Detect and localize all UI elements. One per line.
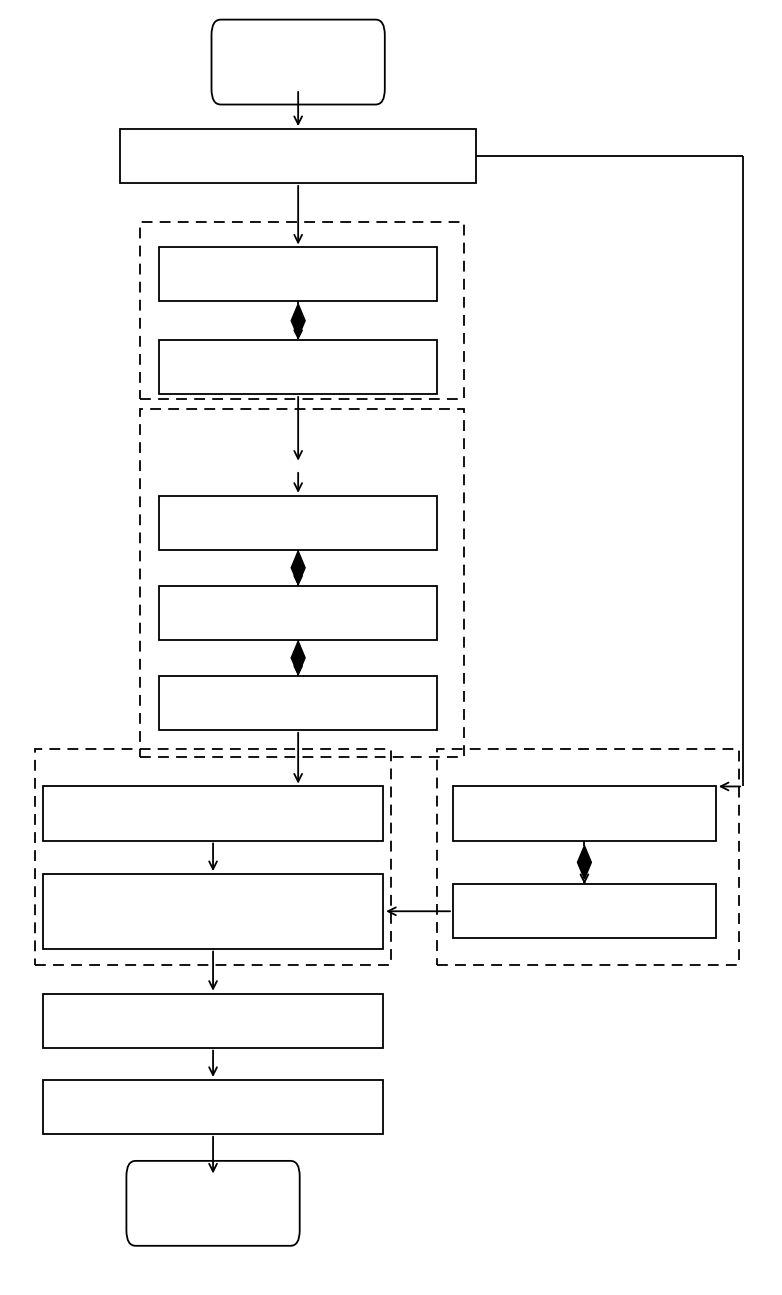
- Bar: [139, 409, 465, 756]
- Bar: [35, 749, 391, 965]
- FancyBboxPatch shape: [127, 1160, 300, 1246]
- Polygon shape: [291, 550, 305, 584]
- Polygon shape: [291, 304, 305, 338]
- Polygon shape: [291, 641, 305, 675]
- FancyBboxPatch shape: [159, 341, 437, 394]
- Polygon shape: [577, 846, 591, 879]
- FancyBboxPatch shape: [211, 19, 385, 105]
- FancyBboxPatch shape: [43, 1080, 383, 1134]
- Bar: [139, 221, 465, 399]
- FancyBboxPatch shape: [453, 884, 716, 939]
- FancyBboxPatch shape: [159, 247, 437, 302]
- FancyBboxPatch shape: [43, 786, 383, 840]
- FancyBboxPatch shape: [159, 585, 437, 640]
- FancyBboxPatch shape: [159, 496, 437, 549]
- FancyBboxPatch shape: [453, 786, 716, 840]
- Bar: [437, 749, 739, 965]
- FancyBboxPatch shape: [120, 130, 476, 183]
- FancyBboxPatch shape: [43, 874, 383, 948]
- FancyBboxPatch shape: [43, 993, 383, 1048]
- FancyBboxPatch shape: [159, 676, 437, 730]
